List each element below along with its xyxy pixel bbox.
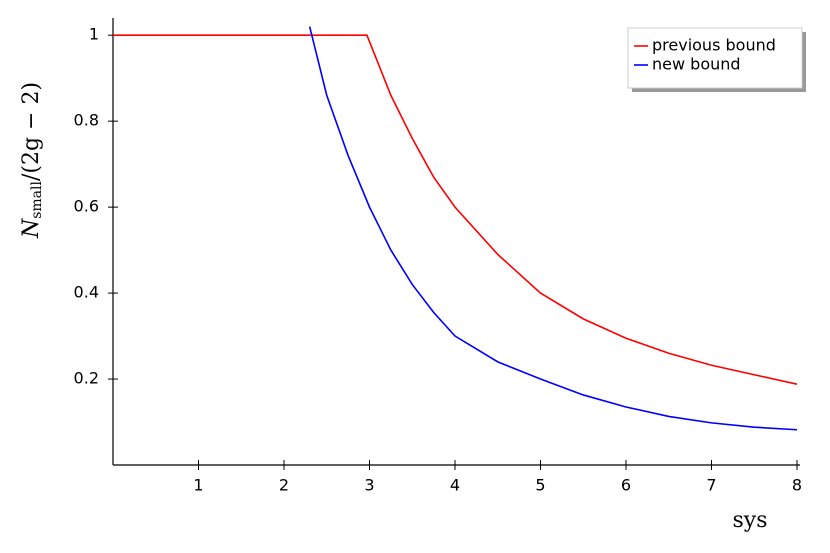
x-tick-label: 1 [193,476,203,495]
y-tick-label: 0.4 [74,283,99,302]
legend-label: new bound [652,55,741,74]
y-label-rest: /(2g − 2) [19,82,44,181]
y-tick-label: 0.2 [74,369,99,388]
x-tick-label: 4 [450,476,460,495]
y-tick-label: 0.8 [74,111,99,130]
x-tick-label: 7 [706,476,716,495]
x-tick-label: 6 [621,476,631,495]
legend-label: previous bound [652,36,776,55]
x-axis-label: sys [732,508,767,533]
y-label-main: N [19,218,44,239]
legend-box [627,27,803,89]
y-tick-label: 0.6 [74,197,99,216]
x-tick-label: 3 [364,476,374,495]
x-tick-label: 2 [279,476,289,495]
x-tick-label: 5 [535,476,545,495]
x-tick-label: 8 [792,476,802,495]
y-tick-label: 1 [89,25,99,44]
y-label-sub: small [29,181,45,219]
y-axis-label: Nsmall/(2g − 2) [19,82,45,239]
line [308,26,798,431]
line [113,34,798,385]
